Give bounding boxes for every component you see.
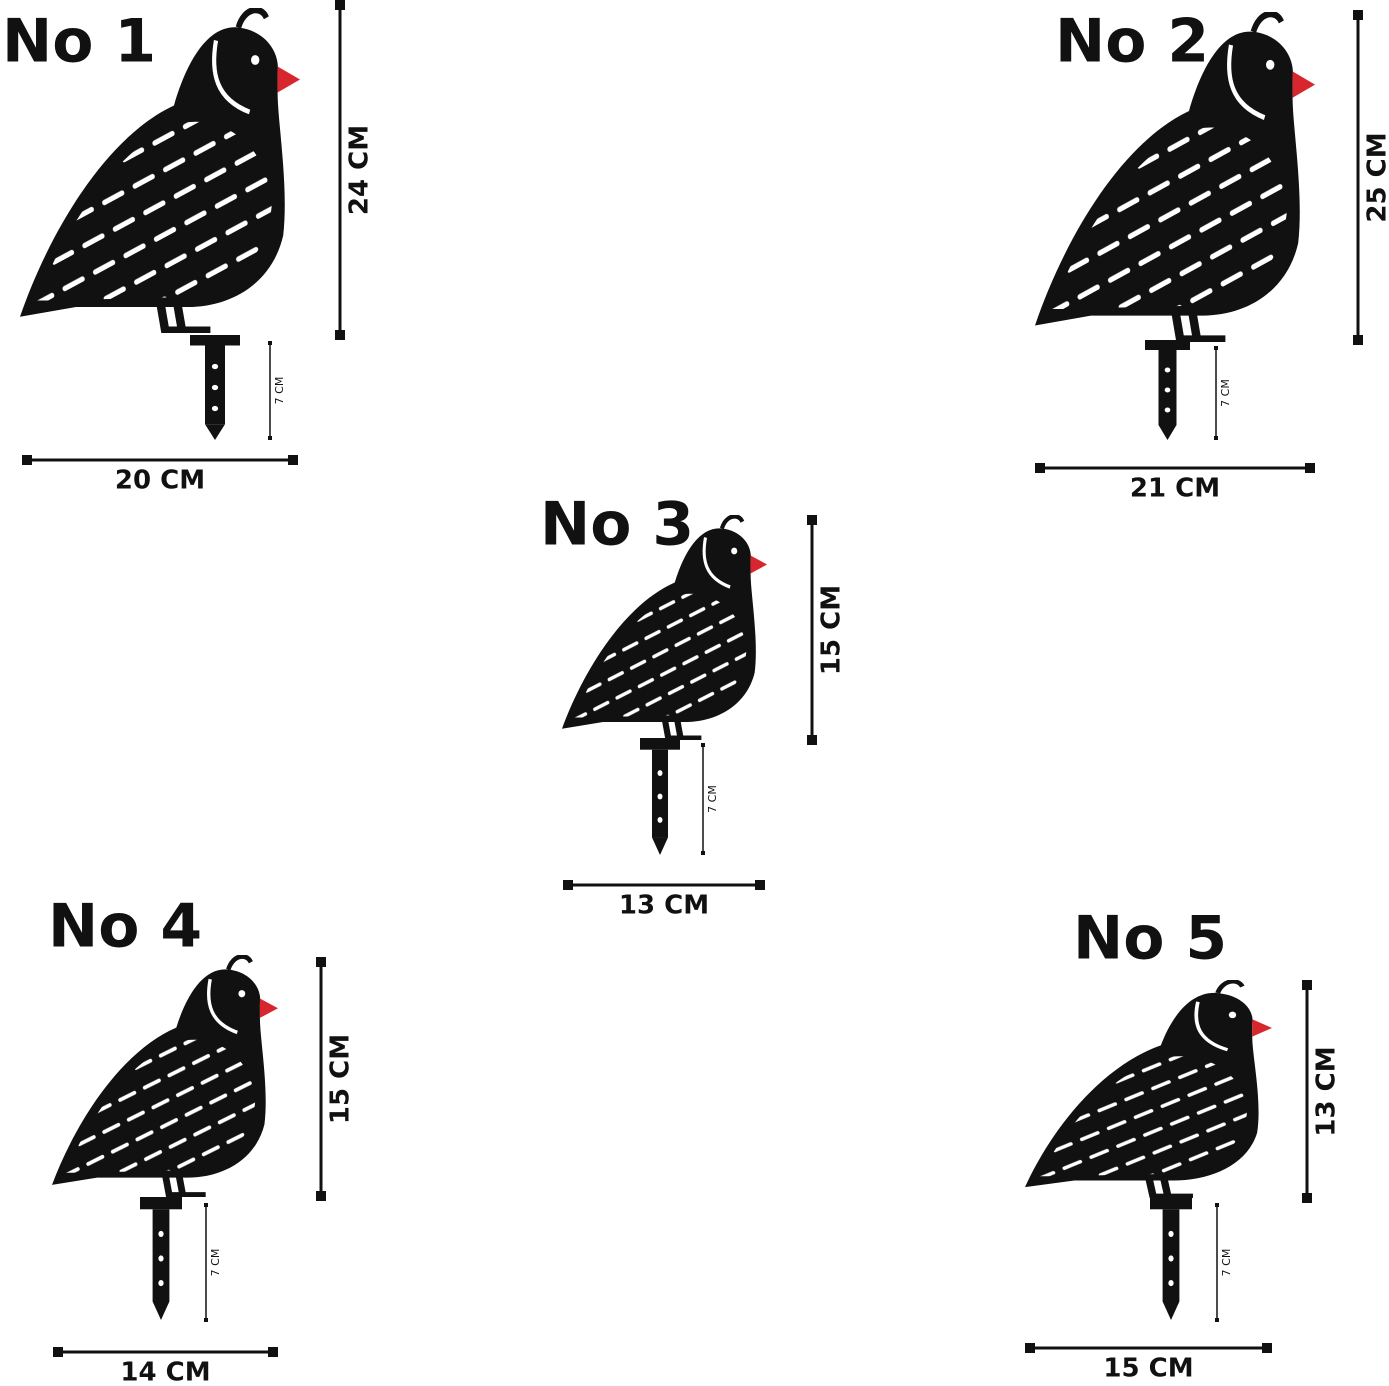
dimension-cap: [204, 1203, 208, 1207]
dimension-cap: [1302, 1193, 1312, 1203]
width-label: 14 CM: [120, 1358, 210, 1386]
dimension-cap: [53, 1347, 63, 1357]
quail-silhouette: [1025, 981, 1272, 1198]
dimension-cap: [288, 455, 298, 465]
stake-label: 7 CM: [273, 377, 286, 405]
dimension-cap: [563, 880, 573, 890]
stake: [1150, 1197, 1192, 1320]
dimension-cap: [268, 1347, 278, 1357]
stake: [190, 335, 240, 440]
width-label: 15 CM: [1103, 1354, 1193, 1384]
width-label: 13 CM: [619, 891, 709, 921]
stake-label: 7 CM: [1219, 379, 1232, 407]
dimension-cap: [1035, 463, 1045, 473]
dimension-cap: [335, 0, 345, 10]
height-label: 24 CM: [345, 125, 375, 215]
height-label: 15 CM: [817, 585, 847, 675]
stake-label: 7 CM: [706, 785, 719, 813]
item-label: No 1: [2, 7, 156, 77]
dimension-cap: [1353, 335, 1363, 345]
dimension-cap: [1305, 463, 1315, 473]
height-label: 15 CM: [326, 1034, 356, 1124]
width-label: 21 CM: [1130, 474, 1220, 504]
dimension-cap: [1353, 10, 1363, 20]
height-label: 13 CM: [1312, 1046, 1342, 1136]
stake: [140, 1197, 182, 1320]
quail-silhouette: [52, 956, 278, 1197]
dimension-cap: [1215, 1203, 1219, 1207]
dimension-cap: [807, 735, 817, 745]
dimension-cap: [316, 957, 326, 967]
height-label: 25 CM: [1363, 132, 1389, 222]
dimension-cap: [22, 455, 32, 465]
stake-label: 7 CM: [1220, 1249, 1233, 1277]
dimension-cap: [1302, 980, 1312, 990]
dimension-cap: [701, 743, 705, 747]
item-label: No 2: [1055, 7, 1209, 77]
stake-label: 7 CM: [209, 1249, 222, 1277]
dimension-cap: [268, 436, 272, 440]
dimension-cap: [204, 1318, 208, 1322]
dimension-cap: [268, 341, 272, 345]
item-label: No 5: [1073, 904, 1227, 974]
dimension-cap: [807, 515, 817, 525]
dimension-cap: [755, 880, 765, 890]
dimension-cap: [1214, 436, 1218, 440]
dimension-cap: [1025, 1343, 1035, 1353]
stake: [1145, 340, 1190, 440]
dimension-cap: [701, 851, 705, 855]
dimension-cap: [316, 1191, 326, 1201]
item-label: No 4: [48, 892, 202, 962]
item-label: No 3: [540, 490, 694, 560]
stake: [640, 738, 680, 855]
dimension-cap: [1262, 1343, 1272, 1353]
width-label: 20 CM: [115, 466, 205, 496]
dimension-cap: [1214, 346, 1218, 350]
dimension-cap: [1215, 1318, 1219, 1322]
dimension-cap: [335, 330, 345, 340]
